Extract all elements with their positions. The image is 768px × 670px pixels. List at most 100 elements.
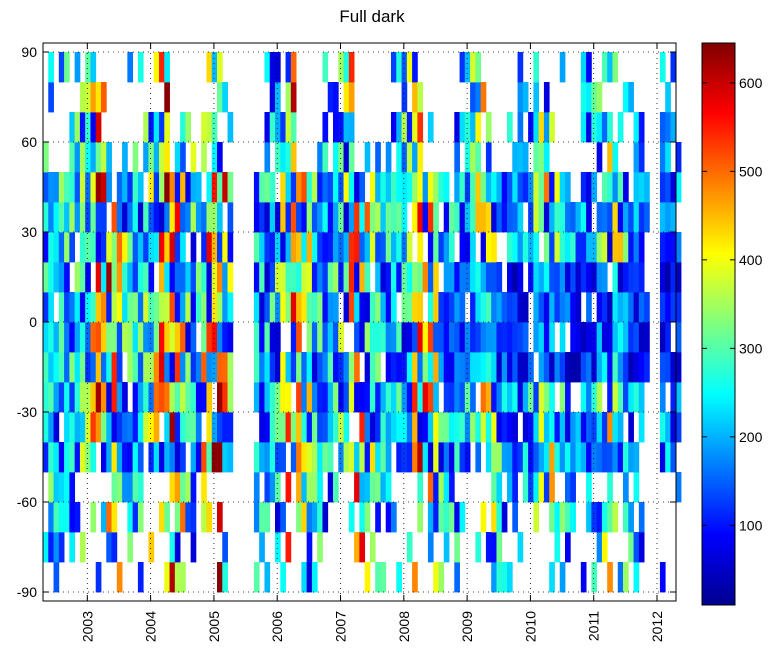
heatmap-cell [269, 382, 276, 413]
heatmap-cell [343, 232, 350, 263]
heatmap-cell [153, 202, 160, 233]
heatmap-cell [85, 202, 91, 233]
x-tick-label: 2004 [143, 611, 159, 642]
heatmap-cell [333, 352, 339, 383]
heatmap-cell [438, 352, 445, 383]
heatmap-cell [517, 202, 524, 233]
heatmap-cell [406, 262, 413, 293]
heatmap-cell [443, 262, 450, 293]
heatmap-cell [201, 442, 207, 473]
heatmap-cell [670, 202, 677, 233]
heatmap-cell [201, 202, 207, 233]
heatmap-cell [575, 262, 582, 293]
heatmap-cell [327, 382, 334, 413]
heatmap-cell [275, 52, 281, 83]
heatmap-cell [306, 472, 313, 503]
heatmap-cell [464, 112, 471, 143]
heatmap-cell [306, 562, 313, 593]
heatmap-cell [417, 82, 424, 113]
heatmap-cell [348, 232, 355, 263]
heatmap-cell [190, 412, 197, 443]
heatmap-cell [485, 352, 492, 383]
heatmap-cell [338, 412, 344, 443]
heatmap-cell [95, 292, 102, 323]
heatmap-cell [222, 442, 228, 473]
heatmap-cell [596, 352, 603, 383]
heatmap-cell [95, 322, 102, 353]
heatmap-cell [311, 352, 318, 383]
heatmap-cell [612, 412, 619, 443]
heatmap-cell [412, 322, 418, 353]
heatmap-cell [607, 172, 613, 203]
heatmap-cell [633, 292, 640, 323]
heatmap-cell [185, 172, 192, 203]
heatmap-cell [132, 172, 139, 203]
heatmap-cell [438, 172, 445, 203]
heatmap-cell [533, 412, 540, 443]
heatmap-cell [543, 382, 550, 413]
heatmap-cell [222, 532, 228, 563]
heatmap-cell [116, 262, 123, 293]
heatmap-cell [317, 142, 323, 173]
heatmap-cell [391, 232, 397, 263]
heatmap-cell [333, 412, 339, 443]
heatmap-cell [607, 112, 613, 143]
heatmap-cell [543, 472, 550, 503]
heatmap-cell [507, 292, 513, 323]
heatmap-cell [311, 562, 318, 593]
heatmap-cell [417, 232, 424, 263]
heatmap-cell [48, 52, 54, 83]
heatmap-cell [53, 172, 60, 203]
heatmap-cell [111, 472, 118, 503]
heatmap-cell [153, 172, 160, 203]
heatmap-cell [106, 502, 112, 533]
heatmap-cell [285, 52, 292, 83]
heatmap-cell [58, 232, 65, 263]
heatmap-cell [122, 142, 128, 173]
heatmap-cell [222, 292, 228, 323]
heatmap-cell [433, 382, 439, 413]
heatmap-cell [628, 442, 634, 473]
heatmap-cell [443, 532, 450, 563]
heatmap-cell [48, 442, 54, 473]
heatmap-cell [449, 292, 455, 323]
heatmap-cell [354, 202, 360, 233]
heatmap-cell [480, 262, 487, 293]
heatmap-cell [433, 352, 439, 383]
heatmap-cell [174, 442, 181, 473]
heatmap-cell [169, 412, 176, 443]
heatmap-cell [333, 112, 339, 143]
y-tick-label: -30 [17, 404, 37, 420]
heatmap-cell [122, 322, 128, 353]
heatmap-cell [528, 472, 534, 503]
heatmap-cell [412, 352, 418, 383]
heatmap-cell [327, 442, 334, 473]
heatmap-cell [317, 172, 323, 203]
heatmap-cell [580, 352, 587, 383]
heatmap-cell [222, 322, 228, 353]
heatmap-cell [559, 382, 566, 413]
heatmap-cell [665, 352, 671, 383]
heatmap-cell [375, 472, 381, 503]
heatmap-cell [433, 502, 439, 533]
heatmap-cell [591, 502, 598, 533]
heatmap-cell [222, 382, 228, 413]
heatmap-cell [101, 292, 107, 323]
heatmap-cell [69, 442, 76, 473]
heatmap-cell [596, 82, 603, 113]
heatmap-cell [533, 232, 540, 263]
heatmap-cell [591, 172, 598, 203]
heatmap-cell [601, 532, 608, 563]
heatmap-cell [354, 352, 360, 383]
heatmap-cell [48, 412, 54, 443]
heatmap-cell [596, 202, 603, 233]
heatmap-cell [665, 232, 671, 263]
heatmap-cell [116, 442, 123, 473]
heatmap-cell [333, 382, 339, 413]
heatmap-cell [338, 352, 344, 383]
heatmap-cell [348, 172, 355, 203]
y-tick-label: 0 [29, 314, 37, 330]
heatmap-cell [206, 412, 213, 443]
heatmap-cell [64, 52, 70, 83]
heatmap-cell [380, 262, 387, 293]
